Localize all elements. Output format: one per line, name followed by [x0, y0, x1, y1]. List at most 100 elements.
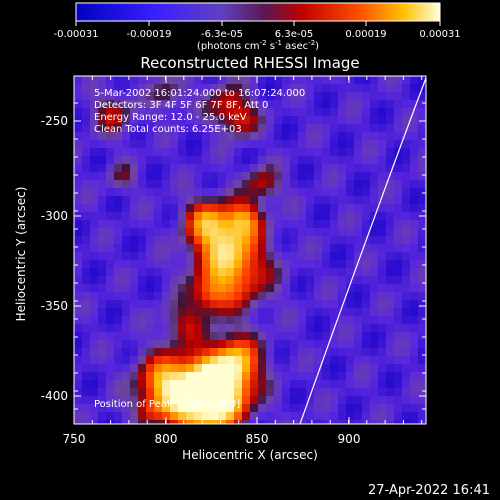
- image-pixel: [330, 228, 338, 236]
- image-pixel: [106, 204, 114, 212]
- image-pixel: [298, 204, 306, 212]
- image-pixel: [346, 412, 354, 420]
- image-pixel: [418, 332, 426, 340]
- image-pixel: [234, 268, 242, 276]
- image-pixel: [370, 364, 378, 372]
- image-pixel: [402, 156, 410, 164]
- image-pixel: [82, 356, 90, 364]
- image-pixel: [106, 244, 114, 252]
- image-pixel: [218, 420, 226, 424]
- image-pixel: [418, 372, 426, 380]
- image-pixel: [410, 100, 418, 108]
- image-pixel: [170, 220, 178, 228]
- image-pixel: [114, 236, 122, 244]
- image-pixel: [130, 292, 138, 300]
- image-pixel: [242, 188, 250, 196]
- image-pixel: [234, 92, 242, 100]
- image-pixel: [242, 252, 250, 260]
- image-pixel: [330, 260, 338, 268]
- image-pixel: [298, 220, 306, 228]
- image-pixel: [330, 396, 338, 404]
- image-pixel: [394, 196, 402, 204]
- image-pixel: [186, 180, 194, 188]
- image-pixel: [186, 212, 194, 220]
- image-pixel: [282, 212, 290, 220]
- image-pixel: [242, 156, 250, 164]
- image-pixel: [162, 364, 170, 372]
- image-pixel: [98, 420, 106, 424]
- image-pixel: [346, 180, 354, 188]
- image-pixel: [370, 396, 378, 404]
- image-pixel: [298, 156, 306, 164]
- image-pixel: [154, 300, 162, 308]
- image-pixel: [146, 188, 154, 196]
- image-pixel: [202, 276, 210, 284]
- image-pixel: [186, 132, 194, 140]
- image-pixel: [418, 244, 426, 252]
- image-pixel: [186, 100, 194, 108]
- image-pixel: [314, 276, 322, 284]
- image-pixel: [170, 420, 178, 424]
- image-pixel: [138, 420, 146, 424]
- image-pixel: [266, 404, 274, 412]
- image-pixel: [98, 132, 106, 140]
- image-pixel: [242, 164, 250, 172]
- colorbar-tick-label: 6.3e-05: [275, 29, 313, 40]
- image-pixel: [402, 348, 410, 356]
- image-pixel: [346, 116, 354, 124]
- image-pixel: [154, 212, 162, 220]
- image-pixel: [90, 172, 98, 180]
- image-pixel: [282, 332, 290, 340]
- image-pixel: [242, 412, 250, 420]
- image-pixel: [122, 196, 130, 204]
- image-pixel: [226, 204, 234, 212]
- image-pixel: [90, 140, 98, 148]
- image-pixel: [186, 228, 194, 236]
- image-pixel: [290, 252, 298, 260]
- image-pixel: [258, 172, 266, 180]
- image-pixel: [178, 164, 186, 172]
- image-pixel: [266, 172, 274, 180]
- image-pixel: [378, 244, 386, 252]
- image-pixel: [218, 324, 226, 332]
- image-pixel: [410, 380, 418, 388]
- image-pixel: [98, 372, 106, 380]
- image-pixel: [322, 148, 330, 156]
- image-pixel: [82, 116, 90, 124]
- image-pixel: [346, 236, 354, 244]
- image-pixel: [114, 276, 122, 284]
- image-pixel: [330, 340, 338, 348]
- image-pixel: [122, 292, 130, 300]
- image-pixel: [362, 420, 370, 424]
- image-pixel: [290, 84, 298, 92]
- image-pixel: [82, 228, 90, 236]
- image-pixel: [378, 92, 386, 100]
- image-pixel: [226, 364, 234, 372]
- image-pixel: [370, 332, 378, 340]
- image-pixel: [122, 164, 130, 172]
- image-pixel: [146, 124, 154, 132]
- image-pixel: [250, 332, 258, 340]
- image-pixel: [250, 364, 258, 372]
- image-pixel: [170, 348, 178, 356]
- image-pixel: [346, 92, 354, 100]
- image-pixel: [202, 244, 210, 252]
- image-pixel: [170, 132, 178, 140]
- image-pixel: [242, 148, 250, 156]
- image-pixel: [242, 140, 250, 148]
- image-pixel: [202, 124, 210, 132]
- image-pixel: [74, 348, 82, 356]
- image-pixel: [106, 420, 114, 424]
- image-pixel: [394, 188, 402, 196]
- image-pixel: [114, 124, 122, 132]
- image-pixel: [274, 188, 282, 196]
- image-pixel: [210, 172, 218, 180]
- image-pixel: [146, 108, 154, 116]
- image-pixel: [106, 132, 114, 140]
- image-pixel: [386, 244, 394, 252]
- image-pixel: [138, 156, 146, 164]
- image-pixel: [314, 228, 322, 236]
- image-pixel: [154, 132, 162, 140]
- image-pixel: [138, 276, 146, 284]
- image-pixel: [258, 372, 266, 380]
